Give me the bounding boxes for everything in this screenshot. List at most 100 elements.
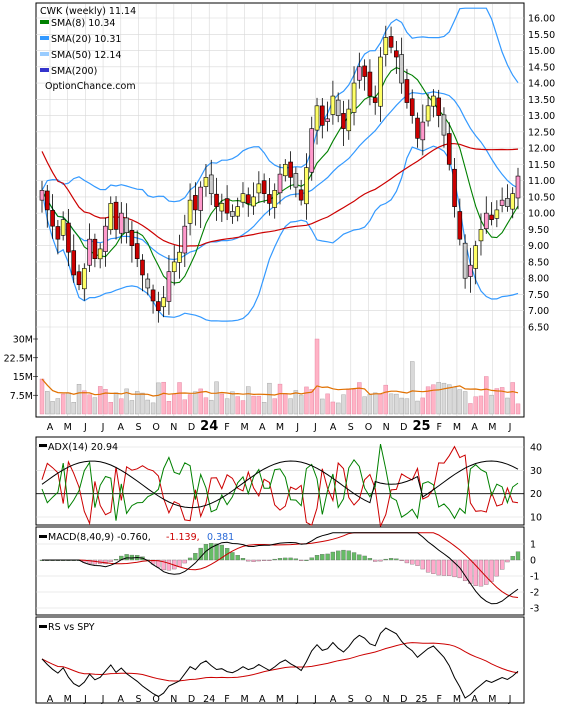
candle-body — [372, 97, 378, 103]
volume-bar — [256, 395, 262, 415]
volume-bar — [193, 391, 198, 415]
rs-line — [41, 627, 519, 699]
x-tick-label-bottom: J — [313, 694, 317, 705]
volume-bar — [251, 395, 256, 415]
volume-bar — [182, 399, 188, 415]
candle-body — [388, 36, 394, 48]
volume-bar — [330, 401, 336, 415]
candle-body — [351, 82, 357, 113]
macd-histogram-bar — [399, 559, 404, 561]
sma50-swatch — [40, 52, 49, 56]
macd-histogram-bar — [325, 553, 330, 561]
volume-bar — [420, 397, 425, 415]
x-tick-label: O — [365, 422, 372, 433]
price-tick-label: 14.50 — [528, 62, 555, 73]
macd-histogram-bar — [156, 559, 161, 568]
candle-body — [330, 95, 336, 115]
volume-bar — [187, 394, 193, 415]
candle-body — [224, 198, 230, 214]
candle-body — [261, 180, 267, 194]
x-tick-label-bottom: S — [135, 694, 141, 705]
macd-title: MACD(8,40,9) -0.760, — [48, 532, 151, 543]
volume-bar — [66, 392, 71, 415]
candle-body — [304, 167, 309, 205]
candle-body — [60, 219, 66, 236]
macd-histogram-bar — [394, 558, 399, 561]
volume-bar — [373, 392, 378, 415]
candle-body — [92, 238, 98, 259]
x-tick-label: D — [400, 422, 407, 433]
x-tick-label-bottom: J — [83, 694, 87, 705]
price-tick-label: 14.00 — [528, 79, 555, 90]
price-tick-label: 11.00 — [528, 176, 555, 187]
candle-body — [240, 193, 246, 203]
candle-body — [198, 186, 203, 211]
candle-body — [362, 65, 367, 77]
rs-swatch — [39, 625, 47, 628]
volume-bar — [288, 398, 293, 415]
volume-bar — [489, 394, 494, 415]
price-tick-label: 13.50 — [528, 95, 555, 106]
volume-bar — [97, 386, 103, 415]
macd-histogram-bar — [293, 558, 299, 561]
x-tick-label: 24 — [200, 419, 218, 434]
macd-histogram-bar — [166, 559, 172, 571]
candle-body — [97, 248, 103, 260]
volume-bar — [325, 393, 330, 415]
volume-bar — [505, 397, 510, 415]
x-tick-label: J — [313, 422, 317, 433]
macd-histogram-bar — [261, 559, 267, 561]
volume-bar — [298, 394, 304, 415]
x-tick-label-bottom: N — [170, 694, 177, 705]
macd-histogram-bar — [489, 559, 494, 582]
macd-histogram-bar — [256, 559, 261, 562]
candle-body — [399, 54, 404, 84]
macd-histogram-bar — [357, 554, 362, 561]
volume-bar — [320, 398, 325, 415]
volume-bar — [267, 382, 272, 415]
volume-bar — [39, 378, 45, 415]
macd-histogram-bar — [505, 559, 510, 563]
volume-bar — [431, 384, 436, 415]
volume-bar — [457, 389, 463, 415]
volume-tick-label: 22.5M — [4, 353, 33, 364]
candle-body — [140, 259, 145, 276]
price-tick-label: 7.00 — [528, 306, 549, 317]
volume-bar — [119, 398, 124, 415]
adx-line — [41, 460, 519, 509]
candle-body — [108, 203, 114, 231]
macd-histogram-bar — [87, 559, 92, 564]
sma200-swatch — [40, 68, 49, 72]
candle-body — [394, 50, 399, 58]
macd-histogram-bar — [283, 557, 288, 561]
volume-bar — [113, 392, 119, 415]
macd-histogram-bar — [388, 558, 394, 561]
macd-histogram-bar — [235, 555, 240, 561]
candle-body — [134, 243, 140, 259]
volume-bar — [140, 392, 145, 415]
macd-histogram-bar — [515, 551, 521, 561]
x-tick-label-bottom: A — [47, 694, 54, 705]
x-tick-label-bottom: D — [188, 694, 195, 705]
x-tick-label: O — [152, 422, 159, 433]
macd-histogram-bar — [452, 559, 457, 578]
macd-histogram-bar — [320, 554, 325, 561]
candle-body — [510, 193, 516, 210]
macd-lines: 1 0 -1 -2 -3 — [36, 532, 539, 615]
macd-histogram-bar — [420, 559, 425, 570]
macd-histogram-bar — [304, 559, 309, 561]
macd-histogram-bar — [267, 559, 272, 561]
candle-body — [267, 194, 272, 204]
candle-body — [150, 289, 156, 302]
candle-body — [161, 297, 166, 308]
volume-bar — [76, 384, 82, 415]
price-tick-label: 8.50 — [528, 257, 549, 268]
macd-histogram-bar — [415, 559, 420, 566]
x-tick-label: A — [330, 422, 337, 433]
macd-histogram-bar — [251, 559, 256, 562]
macd-histogram-bar — [362, 555, 367, 561]
bottom-x-axis: A M J J A S O N D 24 F M A M J J A S O N D 25 F M A M J — [47, 694, 512, 705]
macd-histogram-bar — [209, 543, 214, 561]
price-tick-label: 16.00 — [528, 14, 555, 25]
macd-histogram-bar — [299, 559, 304, 561]
